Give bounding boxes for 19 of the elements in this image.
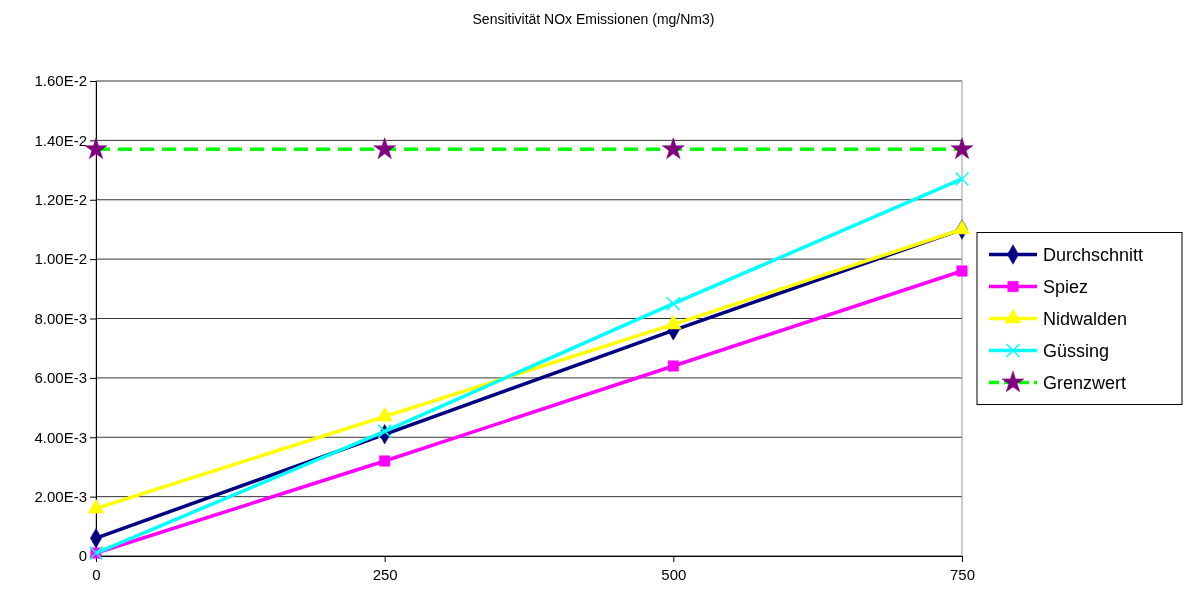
y-tick-label: 2.00E-3 [34,487,87,505]
x-tick-label: 0 [92,566,101,583]
x-tick-label: 500 [661,566,687,583]
chart-title: Sensitivität NOx Emissionen (mg/Nm3) [472,11,715,27]
y-tick-label: 1.60E-2 [34,72,87,90]
legend-label: Spiez [1043,276,1089,297]
legend-label: Nidwalden [1043,308,1128,329]
y-tick-label: 1.20E-2 [34,191,87,209]
y-tick-label: 6.00E-3 [34,369,87,387]
y-tick-label: 0 [78,547,87,565]
y-tick-label: 4.00E-3 [34,428,87,446]
legend-label: Durchschnitt [1043,244,1144,265]
x-tick-label: 250 [372,566,398,583]
y-tick-label: 1.00E-2 [34,250,87,268]
x-tick-label: 750 [949,566,976,583]
y-tick-label: 1.40E-2 [34,131,87,149]
y-tick-label: 8.00E-3 [34,309,87,327]
legend-label: Grenzwert [1043,372,1127,393]
legend-label: Güssing [1043,340,1110,361]
